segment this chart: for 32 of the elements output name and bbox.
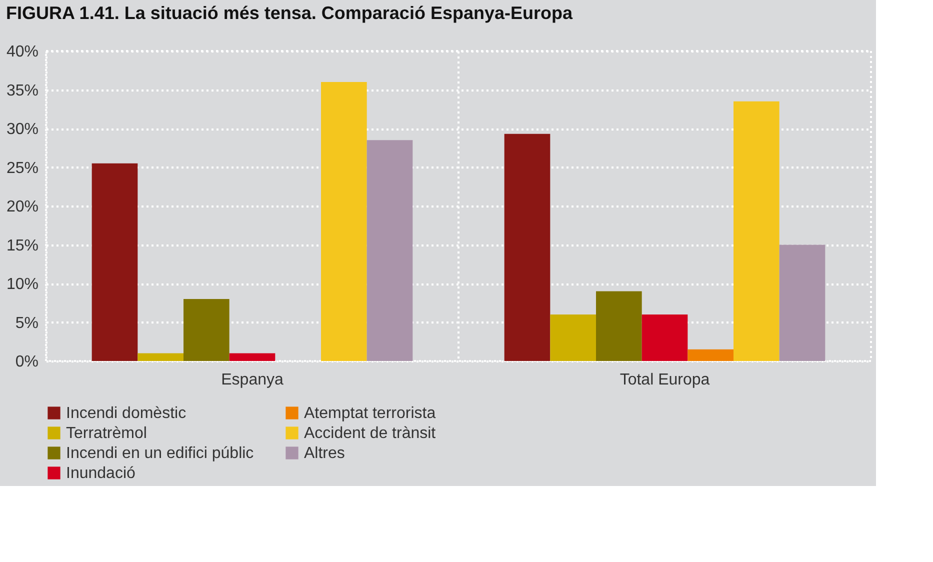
bar [596, 291, 642, 361]
bar [184, 299, 230, 361]
y-tick-label: 10% [6, 276, 38, 293]
legend-label: Atemptat terrorista [304, 405, 436, 422]
y-tick-label: 25% [6, 160, 38, 177]
bar [550, 314, 596, 361]
bar [779, 244, 826, 361]
y-tick-label: 30% [6, 121, 38, 138]
y-tick-label: 0% [15, 354, 38, 370]
chart-title: FIGURA 1.41. La situació més tensa. Comparació Espanya-Europa [6, 3, 574, 23]
x-tick-label: Total Europa [620, 372, 710, 388]
y-tick-label: 5% [15, 314, 38, 332]
bar [734, 101, 780, 361]
bar [229, 353, 276, 361]
bar [504, 134, 550, 361]
legend-label: Inundació [66, 465, 136, 482]
y-tick-label: 20% [6, 198, 38, 216]
bar [642, 314, 688, 361]
legend-label: Incendi domèstic [66, 405, 186, 422]
bar [138, 353, 184, 361]
legend-label: Accident de trànsit [304, 425, 436, 442]
y-tick-label: 40% [6, 44, 38, 60]
bar [92, 163, 138, 361]
bar [321, 82, 367, 361]
y-tick-label: 15% [6, 237, 38, 254]
bar [366, 140, 413, 361]
legend-label: Altres [304, 445, 345, 462]
legend-label: Terratrèmol [66, 425, 147, 442]
bar [688, 349, 734, 361]
x-tick-label: Espanya [221, 372, 284, 388]
y-tick-label: 35% [6, 82, 38, 100]
legend-label: Incendi en un edifici públic [66, 445, 254, 462]
